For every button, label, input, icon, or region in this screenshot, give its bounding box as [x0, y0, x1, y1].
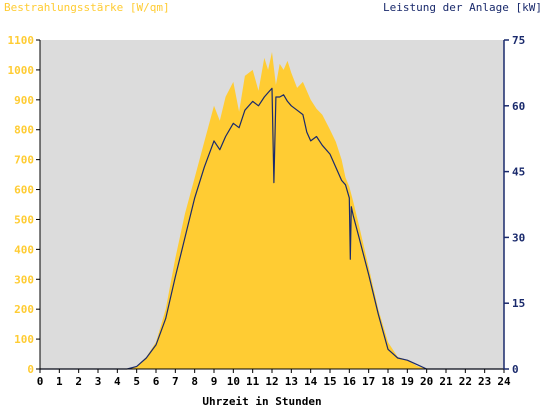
x-tick-label: 22 [459, 375, 472, 388]
x-tick-label: 7 [172, 375, 179, 388]
left-y-tick-label: 200 [14, 303, 34, 316]
left-y-tick-label: 100 [14, 333, 34, 346]
x-tick-label: 0 [37, 375, 44, 388]
x-tick-label: 1 [56, 375, 63, 388]
x-tick-label: 13 [285, 375, 298, 388]
x-tick-label: 11 [246, 375, 260, 388]
x-tick-label: 14 [304, 375, 318, 388]
right-y-tick-label: 0 [512, 363, 519, 376]
left-y-tick-label: 400 [14, 243, 34, 256]
left-y-tick-label: 600 [14, 184, 34, 197]
power-line [40, 87, 504, 370]
axes-layer: 0 1 2 3 4 5 6 7 8 9 10 11 12 13 14 15 16 17 18 19 20 21 22 23 24… [8, 34, 526, 388]
x-axis-title: Uhrzeit in Stunden [202, 395, 321, 408]
x-tick-label: 12 [265, 375, 278, 388]
left-y-tick-label: 300 [14, 273, 34, 286]
x-tick-label: 6 [153, 375, 160, 388]
x-tick-label: 3 [95, 375, 102, 388]
left-y-tick-label: 700 [14, 154, 34, 167]
x-tick-label: 16 [343, 375, 357, 388]
x-tick-label: 10 [227, 375, 240, 388]
series-layer [40, 52, 504, 370]
left-y-tick-label: 800 [14, 124, 34, 137]
left-y-tick-label: 500 [14, 213, 34, 226]
left-y-tick-label: 1100 [8, 34, 35, 47]
right-y-tick-label: 15 [512, 297, 525, 310]
x-tick-label: 8 [191, 375, 198, 388]
x-tick-label: 19 [401, 375, 414, 388]
x-tick-label: 15 [323, 375, 336, 388]
left-y-tick-label: 900 [14, 94, 34, 107]
x-tick-label: 9 [211, 375, 218, 388]
irradiance-area [40, 52, 504, 369]
x-tick-label: 18 [381, 375, 394, 388]
left-y-tick-label: 0 [27, 363, 34, 376]
right-y-tick-label: 75 [512, 34, 525, 47]
x-tick-label: 2 [75, 375, 82, 388]
right-y-tick-label: 60 [512, 100, 525, 113]
x-tick-label: 23 [478, 375, 491, 388]
x-tick-label: 4 [114, 375, 121, 388]
x-tick-label: 24 [497, 375, 511, 388]
x-tick-label: 20 [420, 375, 433, 388]
right-axis-title: Leistung der Anlage [kW] [383, 1, 542, 14]
x-tick-label: 17 [362, 375, 375, 388]
left-y-tick-label: 1000 [8, 64, 35, 77]
x-tick-label: 5 [133, 375, 140, 388]
right-y-tick-label: 45 [512, 166, 525, 179]
left-axis-title: Bestrahlungsstärke [W/qm] [4, 1, 170, 14]
right-y-tick-label: 30 [512, 231, 525, 244]
x-tick-label: 21 [439, 375, 453, 388]
